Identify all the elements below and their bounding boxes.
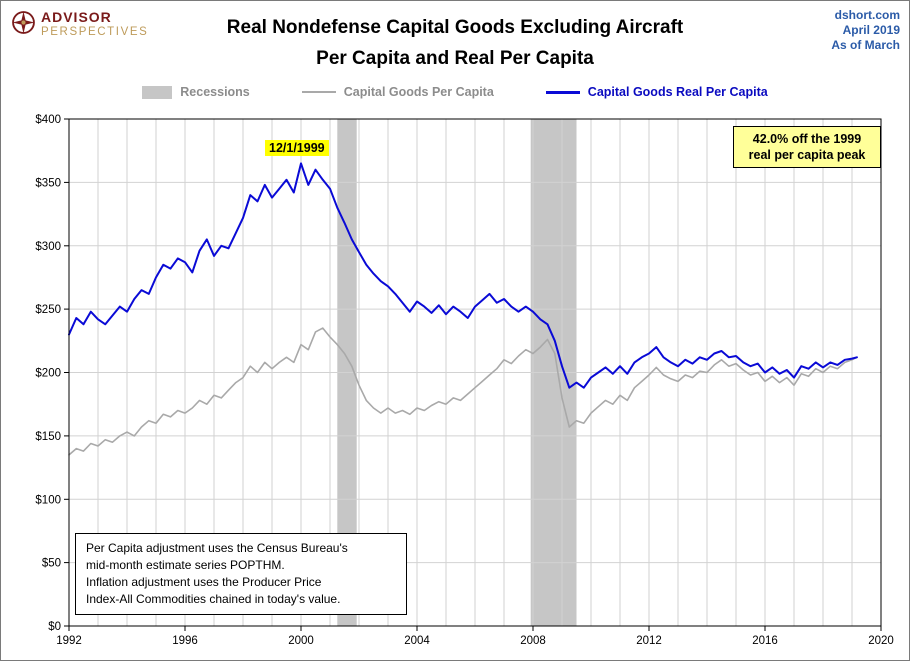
recession-band <box>530 119 577 626</box>
logo-text: ADVISOR PERSPECTIVES <box>41 10 148 39</box>
note-line-1: Per Capita adjustment uses the Census Bu… <box>86 541 348 555</box>
source-asof: As of March <box>831 38 900 52</box>
legend-label-per-capita: Capital Goods Per Capita <box>343 85 494 99</box>
legend-item-recessions: Recessions <box>142 85 250 99</box>
x-axis-tick-label: 2008 <box>520 635 546 647</box>
compass-icon <box>12 11 35 34</box>
chart-legend: Recessions Capital Goods Per Capita Capi… <box>1 85 909 99</box>
legend-item-real-per-capita: Capital Goods Real Per Capita <box>545 85 768 99</box>
legend-label-recessions: Recessions <box>180 85 250 99</box>
chart-title-line-1: Real Nondefense Capital Goods Excluding … <box>226 17 684 38</box>
y-axis-tick-label: $400 <box>35 114 61 126</box>
callout-line-2: real per capita peak <box>748 148 866 162</box>
source-attribution: dshort.com April 2019 As of March <box>831 8 900 53</box>
x-axis-tick-label: 2000 <box>288 635 314 647</box>
logo-perspectives: PERSPECTIVES <box>41 26 149 38</box>
y-axis-tick-label: $50 <box>42 558 61 570</box>
source-site: dshort.com <box>834 8 900 22</box>
methodology-note: Per Capita adjustment uses the Census Bu… <box>75 533 407 615</box>
x-axis-tick-label: 2004 <box>404 635 430 647</box>
y-axis-tick-label: $0 <box>48 621 61 633</box>
x-axis-tick-label: 1992 <box>56 635 82 647</box>
legend-item-per-capita: Capital Goods Per Capita <box>301 85 494 99</box>
recession-swatch <box>142 85 173 99</box>
x-axis-tick-label: 2016 <box>752 635 778 647</box>
blue-line-swatch <box>545 90 580 94</box>
peak-drawdown-callout: 42.0% off the 1999 real per capita peak <box>733 126 881 168</box>
note-line-4: Index-All Commodities chained in today's… <box>86 592 341 606</box>
peak-date-label: 12/1/1999 <box>265 140 329 156</box>
y-axis-tick-label: $150 <box>35 431 61 443</box>
y-axis-tick-label: $350 <box>35 177 61 189</box>
y-axis-tick-label: $300 <box>35 241 61 253</box>
source-date: April 2019 <box>842 23 900 37</box>
chart-title-line-2: Per Capita and Real Per Capita <box>316 48 594 69</box>
capital-goods-real-per-capita-line <box>68 162 858 389</box>
x-axis-tick-label: 2012 <box>636 635 662 647</box>
note-line-2: mid-month estimate series POPTHM. <box>86 558 285 572</box>
callout-line-1: 42.0% off the 1999 <box>752 132 862 146</box>
x-axis-tick-label: 2020 <box>868 635 894 647</box>
x-axis-tick-label: 1996 <box>172 635 198 647</box>
logo-advisor: ADVISOR <box>41 9 112 25</box>
chart-title: Real Nondefense Capital Goods Excluding … <box>227 12 683 74</box>
y-axis-tick-label: $250 <box>35 304 61 316</box>
advisor-perspectives-logo: ADVISOR PERSPECTIVES <box>11 10 148 39</box>
legend-label-real-per-capita: Capital Goods Real Per Capita <box>587 85 768 99</box>
capital-goods-per-capita-line <box>68 327 858 456</box>
y-axis-tick-label: $200 <box>35 368 61 380</box>
y-axis-tick-label: $100 <box>35 494 61 506</box>
note-line-3: Inflation adjustment uses the Producer P… <box>86 575 322 589</box>
gray-line-swatch <box>301 91 336 93</box>
